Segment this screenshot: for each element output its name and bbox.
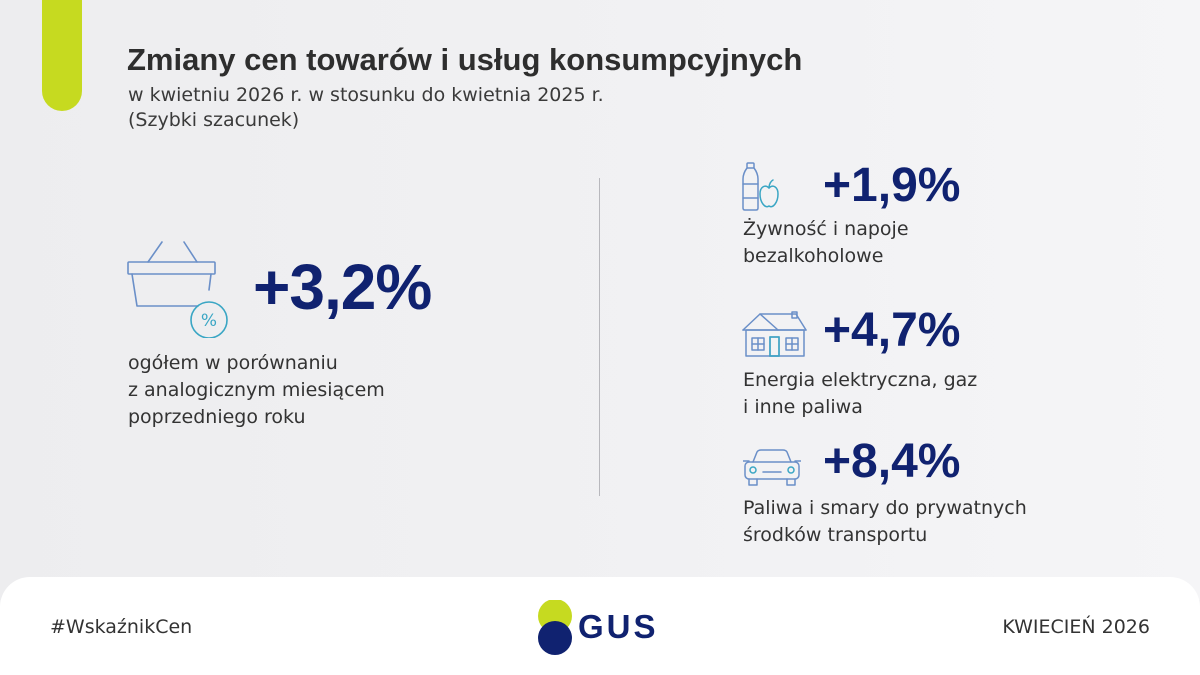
fuel-description: Paliwa i smary do prywatnych środków tra… — [743, 495, 1027, 549]
footer-bar — [0, 577, 1200, 675]
hashtag-label: #WskaźnikCen — [50, 616, 193, 638]
house-icon — [742, 311, 807, 357]
energy-desc-line-1: Energia elektryczna, gaz — [743, 369, 978, 391]
bottle-apple-icon — [742, 162, 779, 211]
gus-logo-text: GUS — [578, 608, 659, 645]
content-panel — [0, 0, 1200, 600]
overall-desc-line-3: poprzedniego roku — [128, 406, 306, 428]
subtitle-line-2: (Szybki szacunek) — [128, 109, 300, 131]
shopping-basket-percent-icon: % — [127, 241, 228, 338]
energy-description: Energia elektryczna, gaz i inne paliwa — [743, 367, 977, 421]
overall-desc-line-2: z analogicznym miesiącem — [128, 379, 385, 401]
page-subtitle: w kwietniu 2026 r. w stosunku do kwietni… — [128, 83, 604, 133]
energy-change-value: +4,7% — [823, 304, 961, 357]
subtitle-line-1: w kwietniu 2026 r. w stosunku do kwietni… — [128, 84, 604, 106]
accent-bar — [42, 0, 82, 111]
vertical-divider — [599, 178, 600, 496]
overall-desc-line-1: ogółem w porównaniu — [128, 352, 338, 374]
food-desc-line-2: bezalkoholowe — [743, 245, 884, 267]
overall-change-value: +3,2% — [253, 251, 432, 323]
overall-change-description: ogółem w porównaniu z analogicznym miesi… — [128, 350, 385, 431]
fuel-change-value: +8,4% — [823, 435, 961, 488]
energy-desc-line-2: i inne paliwa — [743, 396, 863, 418]
food-change-value: +1,9% — [823, 159, 961, 212]
percent-symbol: % — [201, 311, 217, 331]
fuel-desc-line-2: środków transportu — [743, 524, 928, 546]
food-desc-line-1: Żywność i napoje — [743, 218, 909, 240]
food-description: Żywność i napoje bezalkoholowe — [743, 216, 909, 270]
page-title: Zmiany cen towarów i usług konsumpcyjnyc… — [127, 42, 803, 77]
gus-logo-icon — [538, 600, 572, 655]
fuel-desc-line-1: Paliwa i smary do prywatnych — [743, 497, 1027, 519]
date-label: KWIECIEŃ 2026 — [1002, 616, 1150, 638]
car-icon — [743, 449, 801, 486]
